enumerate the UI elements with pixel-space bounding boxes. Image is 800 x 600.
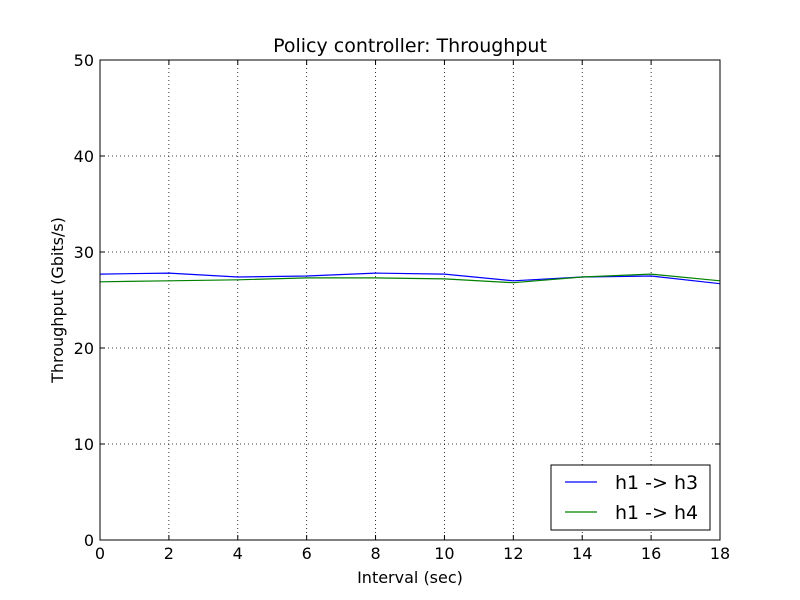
x-tick-label: 10 [434,544,454,563]
y-tick-label: 20 [74,339,94,358]
y-tick-label: 0 [84,531,94,550]
legend: h1 -> h3 h1 -> h4 [550,464,711,531]
x-tick-label: 2 [164,544,174,563]
series-line-0 [99,272,721,285]
chart-title: Policy controller: Throughput [273,35,547,57]
y-tick-label: 10 [74,435,94,454]
y-tick-label: 30 [74,243,94,262]
x-tick-label: 18 [710,544,730,563]
legend-label-h1-h4: h1 -> h4 [615,502,698,524]
series-line-1 [99,273,721,284]
legend-box [550,464,711,531]
grid-lines [100,60,720,540]
x-tick-label: 16 [641,544,661,563]
legend-label-h1-h3: h1 -> h3 [615,472,698,494]
y-tick-label: 40 [74,147,94,166]
y-tick-label: 50 [74,51,94,70]
x-tick-label: 0 [95,544,105,563]
x-tick-label: 14 [572,544,592,563]
x-axis-label: Interval (sec) [357,568,463,587]
x-tick-label: 8 [370,544,380,563]
x-tick-label: 4 [233,544,243,563]
x-tick-label: 6 [302,544,312,563]
series-lines [99,272,721,285]
x-tick-label: 12 [503,544,523,563]
axis-ticks: 0 2 4 6 8 10 12 14 16 18 0 10 20 30 40 50 [74,51,731,563]
plot-area-frame [99,59,721,541]
y-axis-label: Throughput (Gbits/s) [48,217,67,384]
